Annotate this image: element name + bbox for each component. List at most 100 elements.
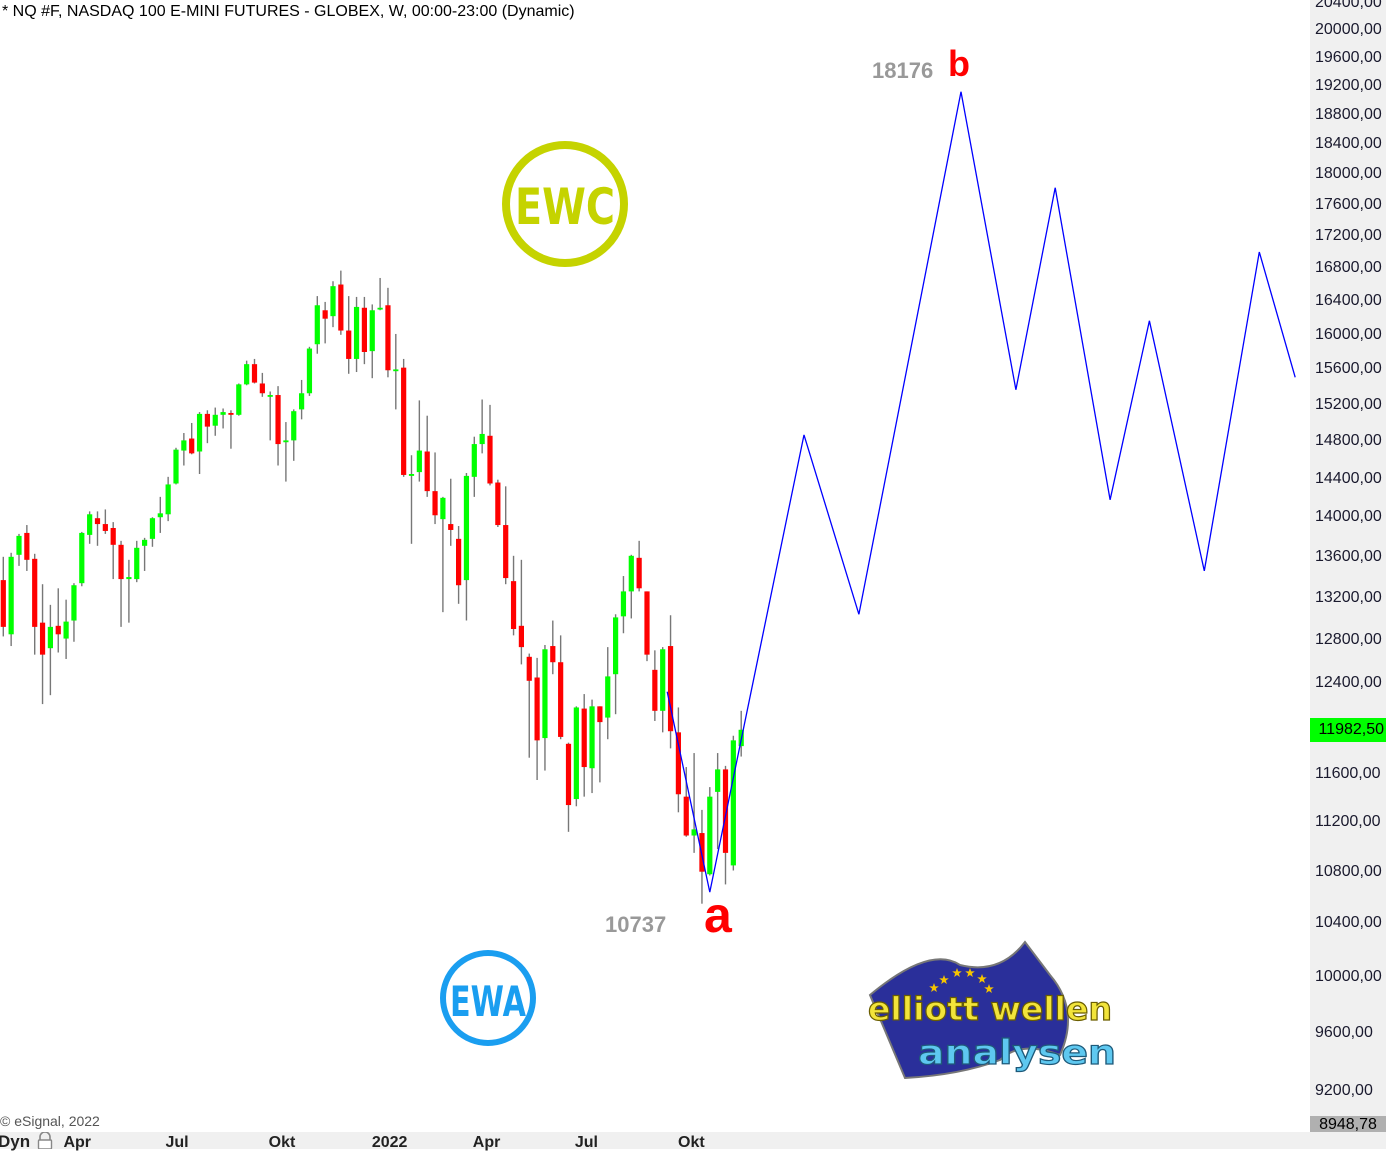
candle-down[interactable] [424, 451, 430, 492]
candle-down[interactable] [346, 330, 352, 359]
candle-up[interactable] [353, 306, 360, 359]
candle-down[interactable] [675, 732, 681, 795]
candle-up[interactable] [299, 393, 305, 410]
candle-up[interactable] [220, 412, 226, 415]
candle-down[interactable] [456, 538, 462, 586]
candle-down[interactable] [39, 622, 46, 655]
candle-down[interactable] [338, 284, 344, 331]
candle-down[interactable] [495, 482, 501, 526]
candle-up[interactable] [173, 449, 179, 484]
candle-down[interactable] [722, 769, 729, 853]
candle-down[interactable] [534, 677, 540, 741]
candle-up[interactable] [47, 626, 53, 649]
candle-up[interactable] [471, 444, 477, 477]
candle-up[interactable] [267, 395, 273, 397]
candle-up[interactable] [440, 497, 446, 520]
candle-up[interactable] [589, 706, 595, 769]
candle-up[interactable] [8, 556, 14, 635]
candle-down[interactable] [385, 305, 391, 371]
candle-up[interactable] [87, 514, 93, 535]
candle-up[interactable] [730, 740, 736, 866]
candle-down[interactable] [251, 364, 258, 383]
candle-up[interactable] [613, 617, 619, 675]
price-axis[interactable]: 20400,00 20000,00 19600,00 19200,00 18800,00… [1310, 0, 1386, 1132]
candle-up[interactable] [165, 484, 171, 515]
candle-down[interactable] [644, 591, 650, 655]
candle-up[interactable] [212, 414, 218, 426]
candle-down[interactable] [565, 743, 572, 806]
candle-up[interactable] [707, 796, 713, 875]
candle-up[interactable] [573, 707, 579, 800]
candle-down[interactable] [526, 656, 532, 681]
candle-down[interactable] [550, 646, 556, 663]
candle-up[interactable] [330, 286, 336, 317]
candle-down[interactable] [558, 662, 564, 737]
candle-down[interactable] [32, 558, 38, 627]
candle-up[interactable] [715, 769, 721, 792]
candle-down[interactable] [275, 395, 281, 445]
candle-down[interactable] [652, 669, 658, 711]
candle-up[interactable] [79, 532, 85, 584]
candle-down[interactable] [510, 581, 517, 629]
candle-down[interactable] [110, 527, 116, 545]
candle-up[interactable] [605, 676, 611, 718]
candle-up[interactable] [236, 384, 242, 415]
candle-down[interactable] [581, 708, 587, 768]
candle-up[interactable] [63, 621, 69, 639]
candle-up[interactable] [691, 829, 697, 836]
candle-down[interactable] [204, 413, 210, 427]
candle-down[interactable] [55, 625, 61, 635]
time-axis[interactable] [0, 1132, 1386, 1149]
candle-down[interactable] [189, 438, 195, 454]
candle-up[interactable] [244, 364, 250, 385]
dynamic-mode-label[interactable]: Dyn [0, 1132, 31, 1151]
candle-up[interactable] [16, 535, 22, 555]
candle-down[interactable] [24, 532, 30, 560]
candle-up[interactable] [306, 348, 313, 394]
candle-up[interactable] [283, 440, 289, 443]
price-plot[interactable]: EWC EWA elliott wellen analysen [0, 0, 1310, 1132]
candle-down[interactable] [118, 544, 124, 580]
candle-up[interactable] [377, 307, 383, 310]
candle-up[interactable] [479, 433, 485, 445]
candle-down[interactable] [448, 524, 454, 530]
candle-down[interactable] [0, 580, 6, 627]
candle-down[interactable] [683, 796, 689, 836]
candle-up[interactable] [393, 369, 399, 372]
candle-up[interactable] [628, 555, 634, 592]
candle-up[interactable] [314, 305, 320, 345]
candle-down[interactable] [228, 412, 234, 415]
candle-up[interactable] [408, 474, 415, 476]
candle-down[interactable] [636, 557, 642, 589]
candle-down[interactable] [94, 518, 101, 525]
candle-down[interactable] [259, 383, 265, 394]
candle-up[interactable] [196, 413, 203, 452]
chart-title: * NQ #F, NASDAQ 100 E-MINI FUTURES - GLO… [2, 3, 575, 20]
candle-down[interactable] [432, 491, 438, 516]
candle-up[interactable] [542, 649, 548, 739]
candle-down[interactable] [102, 524, 108, 531]
candle-down[interactable] [667, 646, 674, 732]
candle-up[interactable] [369, 310, 375, 352]
candle-down[interactable] [597, 706, 603, 723]
candle-down[interactable] [503, 525, 509, 579]
candle-up[interactable] [149, 518, 156, 539]
candle-up[interactable] [142, 539, 148, 546]
candle-up[interactable] [181, 440, 187, 451]
candle-up[interactable] [157, 513, 163, 518]
candle-up[interactable] [416, 450, 422, 473]
candle-down[interactable] [322, 310, 328, 319]
candle-up[interactable] [660, 649, 666, 711]
candle-up[interactable] [463, 475, 470, 581]
candle-down[interactable] [361, 307, 367, 352]
candle-up[interactable] [71, 585, 77, 621]
candle-up[interactable] [126, 577, 132, 580]
lock-icon[interactable] [36, 1132, 54, 1149]
candle-down[interactable] [518, 625, 524, 648]
candle-up[interactable] [291, 411, 297, 441]
candle-down[interactable] [401, 367, 407, 475]
candle-down[interactable] [487, 435, 493, 484]
candle-up[interactable] [620, 591, 627, 617]
y-tick-label: 15600,00 [1315, 360, 1382, 378]
candle-up[interactable] [134, 547, 140, 580]
